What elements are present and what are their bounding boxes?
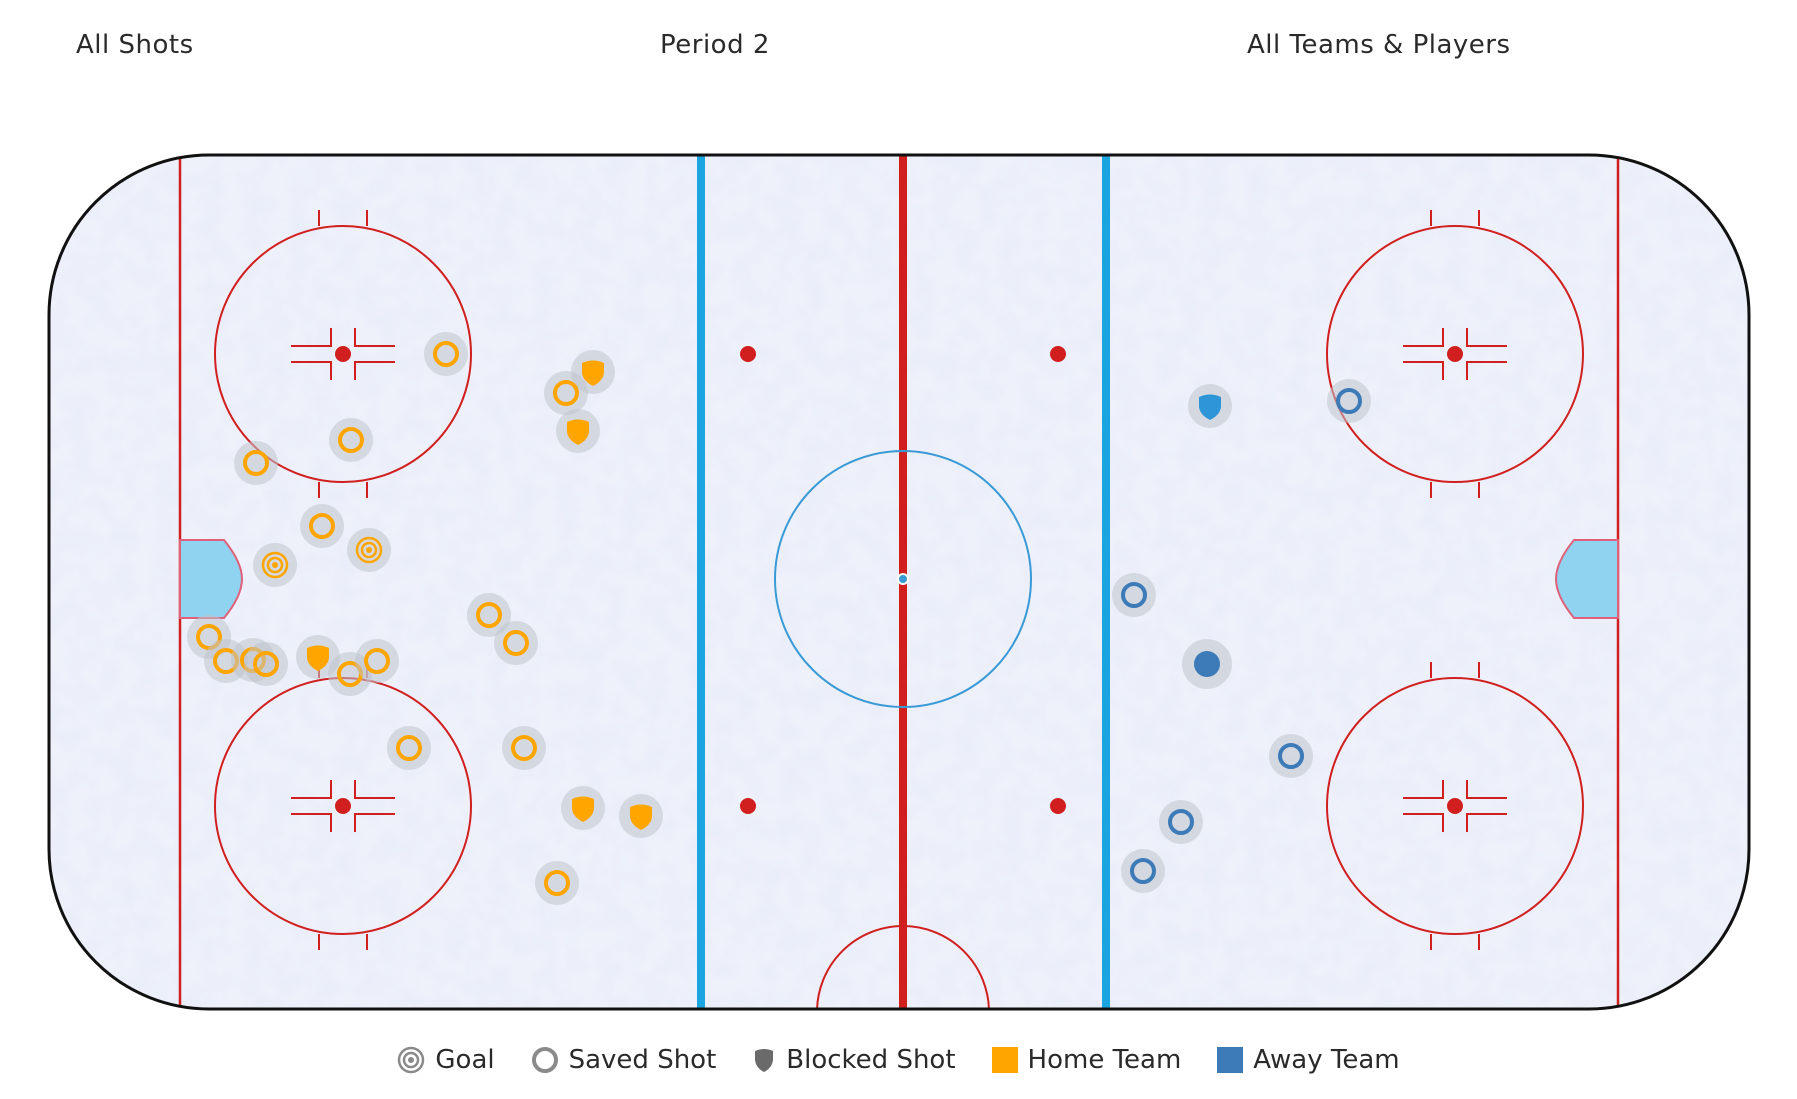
faceoff-dot (335, 346, 351, 362)
filter-bar: All Shots Period 2 All Teams & Players (0, 0, 1797, 100)
saved-shot-marker[interactable] (329, 418, 373, 462)
legend-saved-label: Saved Shot (568, 1045, 717, 1075)
period-filter[interactable]: Period 2 (660, 30, 770, 60)
legend-home-label: Home Team (1027, 1045, 1182, 1075)
saved-shot-marker[interactable] (1112, 573, 1156, 617)
shot-type-filter[interactable]: All Shots (76, 30, 194, 60)
blocked-shot-marker[interactable] (556, 409, 600, 453)
saved-shot-marker[interactable] (535, 861, 579, 905)
team-filter[interactable]: All Teams & Players (1247, 30, 1511, 60)
legend-home: Home Team (991, 1045, 1182, 1075)
neutral-zone-dot (1050, 798, 1066, 814)
rink-shot-map (46, 152, 1752, 1012)
blocked-shot-marker[interactable] (619, 794, 663, 838)
goal-marker[interactable] (347, 528, 391, 572)
shot-markers (187, 332, 1371, 905)
home-team-swatch (991, 1047, 1018, 1073)
neutral-zone-dot (1050, 346, 1066, 362)
neutral-zone-dot (740, 798, 756, 814)
saved-shot-marker[interactable] (1159, 800, 1203, 844)
legend-away: Away Team (1217, 1045, 1400, 1075)
faceoff-circle (1326, 662, 1584, 950)
legend-saved: Saved Shot (531, 1045, 717, 1075)
legend-blocked-label: Blocked Shot (786, 1045, 956, 1075)
left-blue-line (697, 155, 705, 1009)
center-circle (774, 450, 1032, 708)
legend-goal-label: Goal (435, 1045, 495, 1075)
goal-icon (398, 1046, 425, 1074)
legend-blocked: Blocked Shot (752, 1045, 956, 1075)
saved-shot-icon (531, 1047, 558, 1073)
goal-marker[interactable] (253, 543, 297, 587)
goal-marker[interactable] (1182, 639, 1232, 689)
away-team-swatch (1217, 1047, 1244, 1073)
faceoff-dot (1447, 798, 1463, 814)
saved-shot-marker[interactable] (467, 593, 511, 637)
saved-shot-marker[interactable] (244, 642, 288, 686)
saved-shot-marker[interactable] (502, 726, 546, 770)
saved-shot-marker[interactable] (424, 332, 468, 376)
saved-shot-marker[interactable] (234, 441, 278, 485)
blocked-shot-marker[interactable] (1188, 384, 1232, 428)
faceoff-dot (335, 798, 351, 814)
saved-shot-marker[interactable] (1121, 849, 1165, 893)
saved-shot-marker[interactable] (355, 639, 399, 683)
rink-boards (47, 153, 1751, 1011)
referee-crease (816, 925, 990, 1009)
neutral-zone-dot (740, 346, 756, 362)
right-goal-crease (1554, 539, 1619, 619)
faceoff-circle (214, 210, 472, 498)
legend-goal: Goal (397, 1045, 495, 1075)
saved-shot-marker[interactable] (1269, 734, 1313, 778)
legend-away-label: Away Team (1253, 1045, 1400, 1075)
saved-shot-marker[interactable] (300, 504, 344, 548)
saved-shot-marker[interactable] (544, 371, 588, 415)
saved-shot-marker[interactable] (387, 726, 431, 770)
right-blue-line (1102, 155, 1110, 1009)
legend: Goal Saved Shot Blocked Shot Home Team A… (0, 1040, 1797, 1080)
left-goal-crease (179, 539, 244, 619)
faceoff-circle (1326, 210, 1584, 498)
blocked-shot-marker[interactable] (561, 786, 605, 830)
saved-shot-marker[interactable] (494, 621, 538, 665)
center-faceoff-dot (897, 573, 909, 585)
faceoff-dot (1447, 346, 1463, 362)
shield-icon (755, 1049, 774, 1072)
saved-shot-marker[interactable] (1327, 379, 1371, 423)
